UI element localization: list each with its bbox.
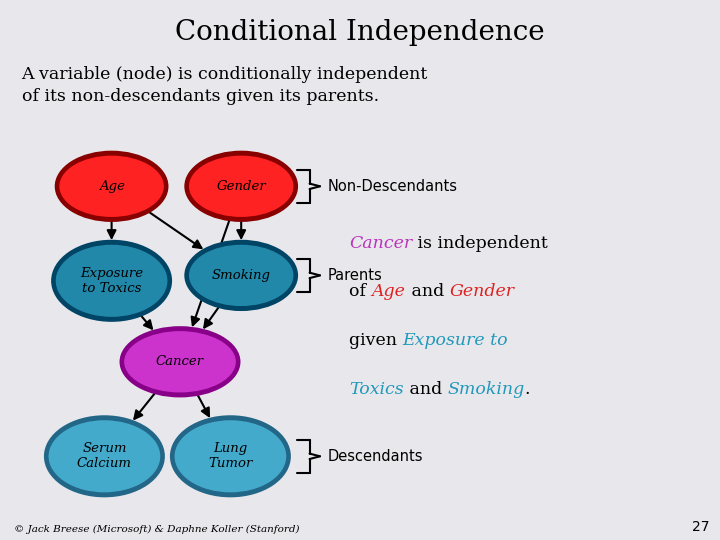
Text: of: of xyxy=(349,284,372,300)
Text: Gender: Gender xyxy=(449,284,514,300)
Ellipse shape xyxy=(184,240,298,311)
Ellipse shape xyxy=(55,151,168,222)
Ellipse shape xyxy=(58,154,166,219)
Ellipse shape xyxy=(122,329,238,394)
Text: A variable (node) is conditionally independent
of its non-descendants given its : A variable (node) is conditionally indep… xyxy=(22,66,428,105)
Ellipse shape xyxy=(170,415,291,497)
Text: given: given xyxy=(349,332,402,349)
Ellipse shape xyxy=(184,151,298,222)
Text: Cancer: Cancer xyxy=(156,355,204,368)
Ellipse shape xyxy=(51,240,172,322)
Ellipse shape xyxy=(44,415,165,497)
Ellipse shape xyxy=(54,243,169,319)
Text: Exposure to: Exposure to xyxy=(402,332,508,349)
Text: is independent: is independent xyxy=(413,235,548,252)
Text: Exposure
to Toxics: Exposure to Toxics xyxy=(80,267,143,295)
Text: Conditional Independence: Conditional Independence xyxy=(175,19,545,46)
Text: Gender: Gender xyxy=(216,180,266,193)
Ellipse shape xyxy=(120,326,240,397)
Text: Smoking: Smoking xyxy=(448,381,525,397)
Text: and: and xyxy=(404,381,448,397)
Text: Parents: Parents xyxy=(328,268,382,283)
Text: © Jack Breese (Microsoft) & Daphne Koller (Stanford): © Jack Breese (Microsoft) & Daphne Kolle… xyxy=(14,524,300,534)
Ellipse shape xyxy=(187,154,295,219)
Ellipse shape xyxy=(47,418,162,494)
Ellipse shape xyxy=(173,418,288,494)
Text: Age: Age xyxy=(372,284,405,300)
Text: and: and xyxy=(405,284,449,300)
Text: Non-Descendants: Non-Descendants xyxy=(328,179,458,194)
Text: .: . xyxy=(525,381,531,397)
Ellipse shape xyxy=(187,243,295,308)
Text: Smoking: Smoking xyxy=(212,269,271,282)
Text: Cancer: Cancer xyxy=(349,235,413,252)
Text: 27: 27 xyxy=(692,519,709,534)
Text: Serum
Calcium: Serum Calcium xyxy=(77,442,132,470)
Text: Age: Age xyxy=(99,180,125,193)
Text: Lung
Tumor: Lung Tumor xyxy=(208,442,253,470)
Text: Toxics: Toxics xyxy=(349,381,404,397)
Text: Descendants: Descendants xyxy=(328,449,423,464)
